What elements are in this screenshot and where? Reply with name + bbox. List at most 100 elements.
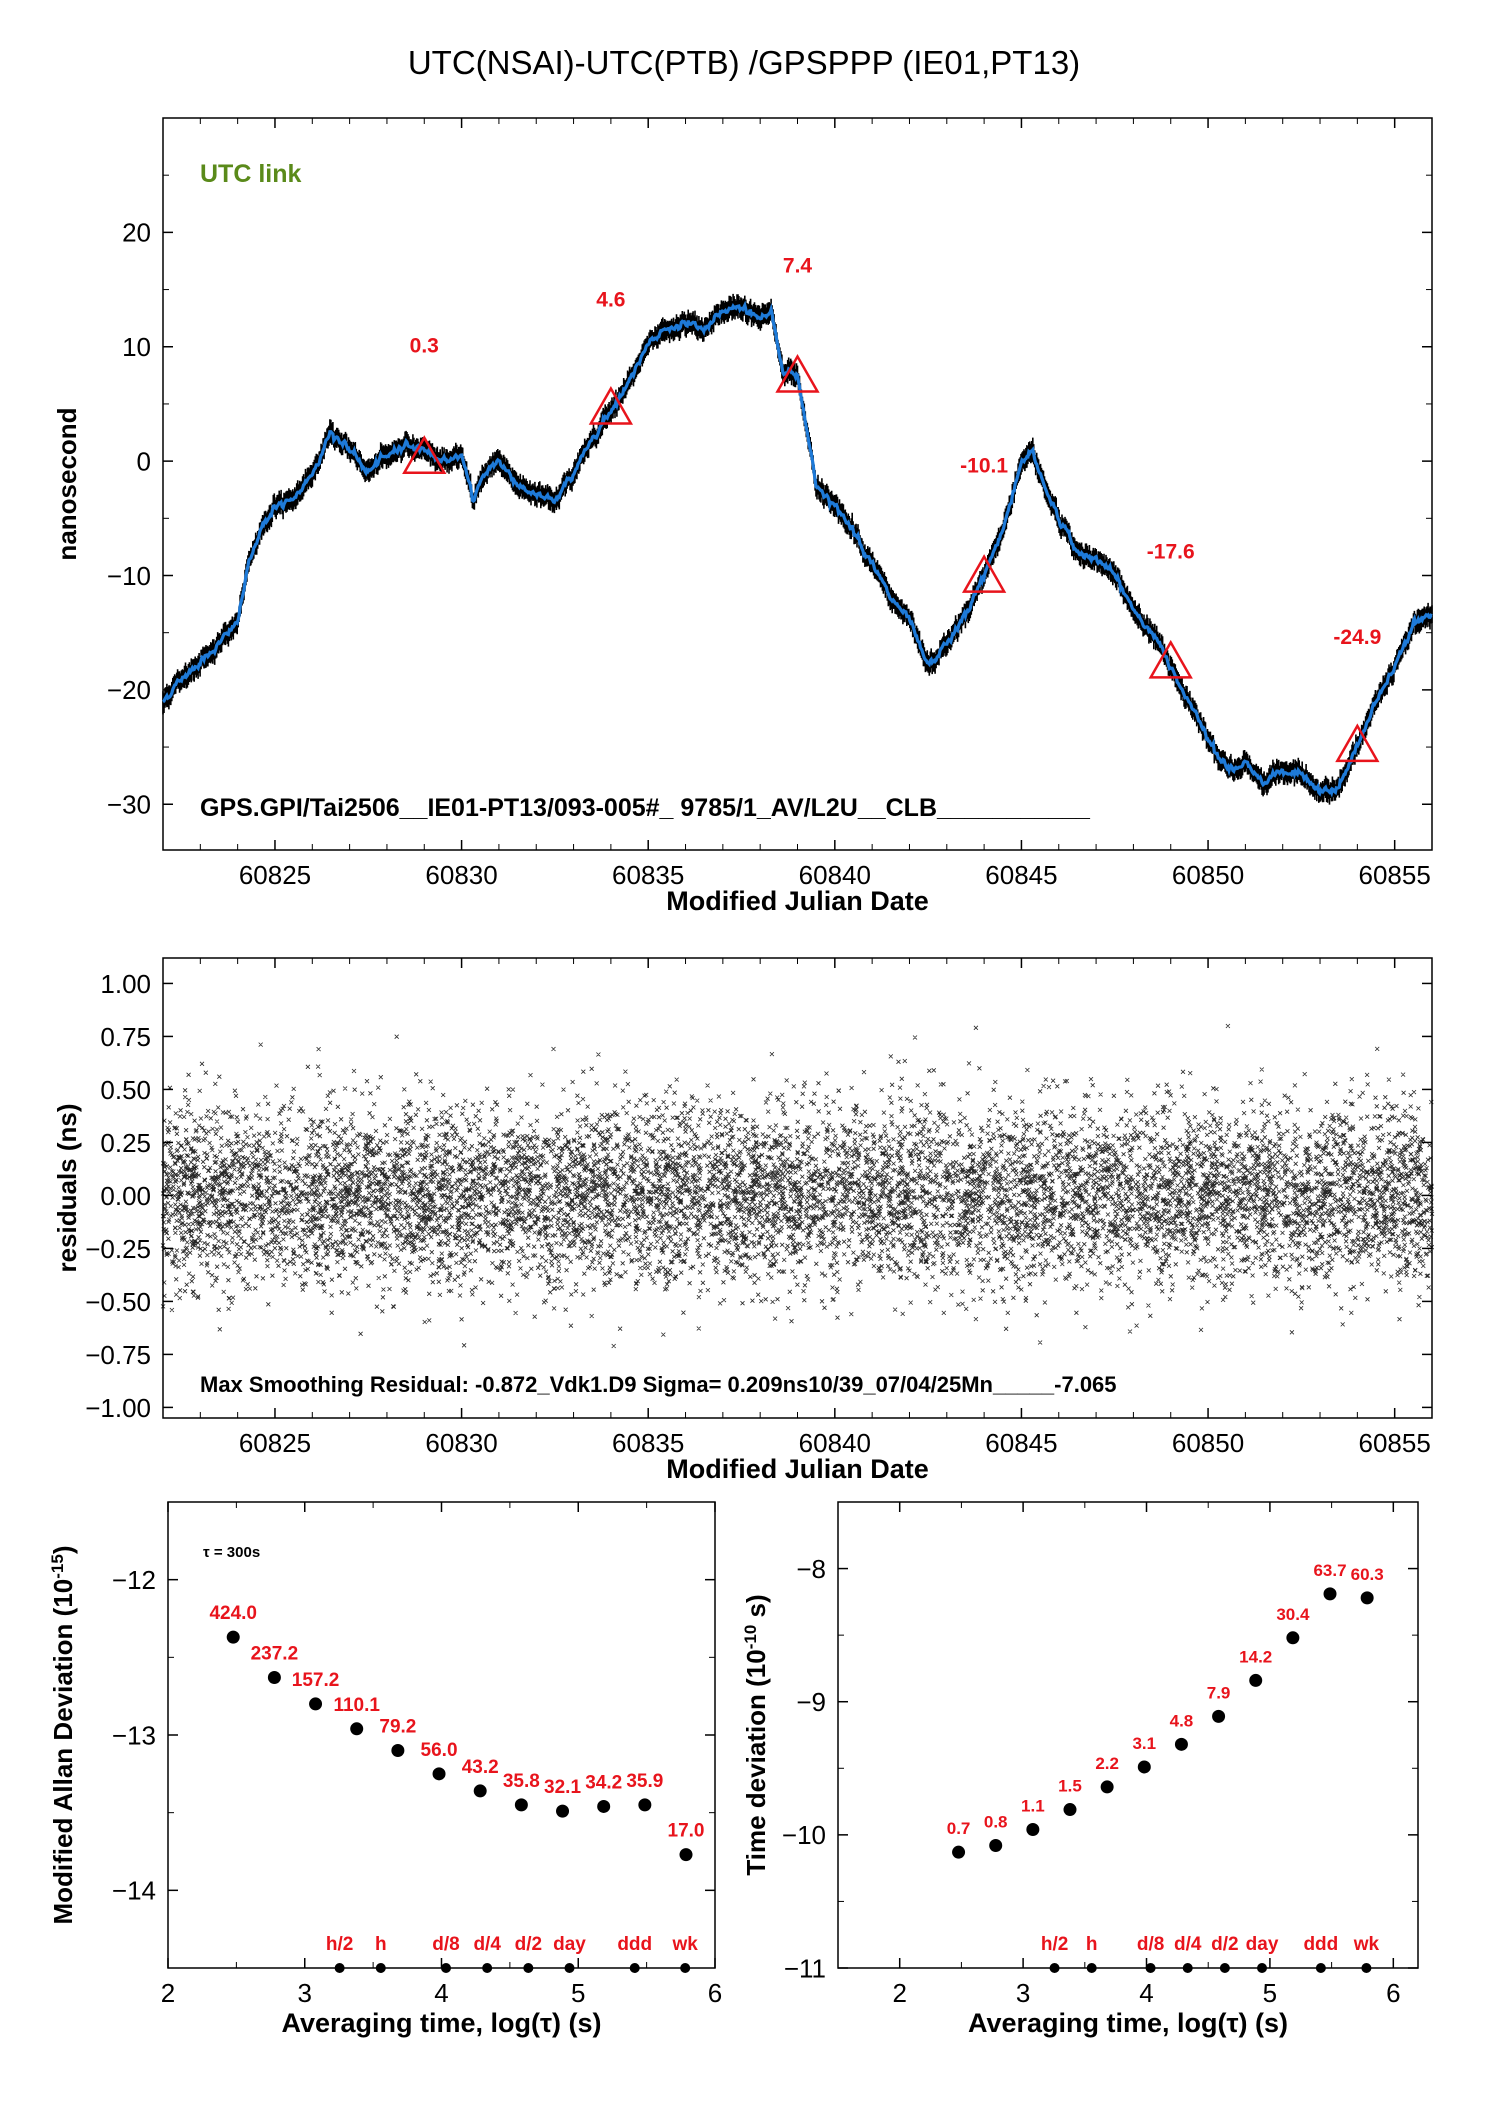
mdev-chart-point — [391, 1744, 405, 1758]
tdev-chart-point — [1323, 1587, 1337, 1601]
residuals-chart-xtick-label: 60830 — [425, 1428, 497, 1458]
tdev-chart-xtick-label: 6 — [1386, 1978, 1400, 2008]
mdev-chart-point-label: 17.0 — [668, 1821, 705, 1842]
tdev-chart-point-label: 2.2 — [1095, 1754, 1119, 1773]
main-chart-xtick-label: 60835 — [612, 860, 684, 890]
tdev-chart-period-marker — [1049, 1963, 1060, 1973]
tdev-chart-period-label: d/8 — [1137, 1934, 1164, 1955]
tdev-chart-x-axis-label: Averaging time, log(τ) (s) — [968, 2008, 1288, 2038]
tdev-chart-period-label: h/2 — [1041, 1934, 1068, 1955]
main-chart-xtick-label: 60850 — [1172, 860, 1244, 890]
residual-points — [160, 1023, 1435, 1349]
mdev-chart-point-label: 79.2 — [379, 1717, 416, 1738]
tdev-chart-y-axis-label: Time deviation (10-10 s) — [741, 1594, 772, 1875]
marker-value-label: 0.3 — [410, 334, 439, 357]
mdev-chart-point — [556, 1804, 570, 1818]
marker-triangle — [961, 554, 1007, 593]
residuals-chart-ytick-label: 0.50 — [100, 1075, 151, 1105]
tdev-chart-point-label: 14.2 — [1239, 1647, 1272, 1666]
smoothed-series-line — [162, 300, 1433, 798]
residuals-chart-xtick-label: 60825 — [239, 1428, 311, 1458]
mdev-chart-x-axis-label: Averaging time, log(τ) (s) — [281, 2008, 601, 2038]
marker-triangle — [1335, 723, 1380, 763]
mdev-chart-point-label: 43.2 — [462, 1757, 499, 1778]
tdev-chart-period-label: d/4 — [1174, 1934, 1202, 1955]
tdev-chart-point-label: 63.7 — [1313, 1561, 1346, 1580]
residuals-chart-ytick-label: −1.00 — [85, 1393, 151, 1423]
tdev-chart-ytick-label: −8 — [796, 1554, 826, 1584]
tdev-chart-ytick-label: −11 — [784, 1953, 826, 1983]
tdev-chart-point-label: 0.8 — [984, 1813, 1008, 1832]
main-chart-ytick-label: −10 — [107, 561, 151, 591]
marker-value-label: -24.9 — [1333, 626, 1381, 649]
marker-triangle — [1148, 639, 1193, 679]
mdev-chart-period-marker — [441, 1963, 452, 1973]
main-chart-xtick-label: 60825 — [239, 860, 311, 890]
tdev-chart-period-label: ddd — [1303, 1934, 1338, 1955]
tdev-chart-period-marker — [1257, 1963, 1268, 1973]
tdev-chart-period-label: d/2 — [1211, 1934, 1238, 1955]
residuals-chart-ytick-label: −0.75 — [85, 1340, 151, 1370]
mdev-chart-tau-label: τ = 300s — [203, 1544, 260, 1561]
tdev-chart-period-marker — [1182, 1963, 1193, 1973]
tdev-chart-xtick-label: 2 — [892, 1978, 906, 2008]
residuals-chart-ytick-label: 0.00 — [100, 1181, 151, 1211]
mdev-chart-point-label: 35.8 — [503, 1771, 540, 1792]
marker-value-label: 4.6 — [596, 289, 625, 312]
tdev-chart-point — [1137, 1760, 1151, 1774]
mdev-chart-xtick-label: 5 — [571, 1978, 585, 2008]
tdev-chart-period-marker — [1086, 1963, 1097, 1973]
residuals-chart-xtick-label: 60840 — [799, 1428, 871, 1458]
main-chart-xtick-label: 60845 — [985, 860, 1057, 890]
residuals-chart-ytick-label: −0.50 — [85, 1287, 151, 1317]
main-chart-ytick-label: 20 — [122, 218, 151, 248]
tdev-chart-point — [1249, 1673, 1263, 1687]
mdev-chart-y-axis-label-main: Modified Allan Deviation (10 — [48, 1579, 78, 1925]
main-y-axis-label: nanosecond — [52, 407, 82, 560]
mdev-chart-point-label: 157.2 — [292, 1670, 340, 1691]
mdev-chart-period-label: h/2 — [326, 1934, 353, 1955]
mdev-chart-point-label: 237.2 — [251, 1644, 299, 1665]
mdev-chart-point — [350, 1722, 364, 1736]
mdev-chart-period-label: h — [375, 1934, 387, 1955]
mdev-chart-point — [473, 1784, 487, 1798]
mdev-chart-period-marker — [629, 1963, 640, 1973]
mdev-chart-ytick-label: −12 — [112, 1565, 156, 1595]
tdev-chart-frame — [837, 1501, 1419, 1969]
mdev-chart-point — [597, 1799, 611, 1813]
mdev-chart-xtick-label: 4 — [434, 1978, 448, 2008]
residuals-y-axis-label: residuals (ns) — [52, 1103, 82, 1272]
mdev-chart-point-label: 35.9 — [626, 1771, 663, 1792]
marker-value-label: 7.4 — [783, 254, 813, 277]
residuals-chart-ytick-label: 0.75 — [100, 1022, 151, 1052]
residuals-chart-xtick-label: 60845 — [985, 1428, 1057, 1458]
tdev-chart-point-label: 1.5 — [1058, 1777, 1082, 1796]
mdev-chart-point-label: 110.1 — [333, 1695, 380, 1716]
tdev-chart-point — [1063, 1803, 1077, 1817]
page-title: UTC(NSAI)-UTC(PTB) /GPSPPP (IE01,PT13) — [407, 44, 1081, 81]
tdev-chart-xtick-label: 3 — [1016, 1978, 1030, 2008]
mdev-chart-period-marker — [523, 1963, 534, 1973]
main-chart-xtick-label: 60840 — [799, 860, 871, 890]
mdev-chart-point-label: 34.2 — [585, 1772, 622, 1793]
mdev-chart-point — [226, 1630, 240, 1644]
main-chart-xtick-label: 60830 — [425, 860, 497, 890]
main-x-axis-label: Modified Julian Date — [666, 886, 929, 916]
residuals-chart-ytick-label: −0.25 — [85, 1234, 151, 1264]
mdev-chart-point — [638, 1798, 652, 1812]
tdev-chart-point-label: 4.8 — [1170, 1711, 1194, 1730]
mdev-chart-period-marker — [334, 1963, 345, 1973]
marker-triangle — [775, 353, 820, 393]
raw-data-points — [162, 293, 1433, 805]
tdev-chart-point — [1212, 1709, 1226, 1723]
tdev-chart-period-label: h — [1086, 1934, 1098, 1955]
tdev-chart-point-label: 0.7 — [947, 1819, 971, 1838]
mdev-chart-period-marker — [680, 1963, 691, 1973]
tdev-chart-point-label: 30.4 — [1276, 1605, 1310, 1624]
residuals-x-axis-label: Modified Julian Date — [666, 1454, 929, 1484]
residuals-chart-xtick-label: 60850 — [1172, 1428, 1244, 1458]
mdev-chart-y-axis-label-end: ) — [48, 1546, 78, 1555]
mdev-chart-point — [267, 1671, 281, 1685]
